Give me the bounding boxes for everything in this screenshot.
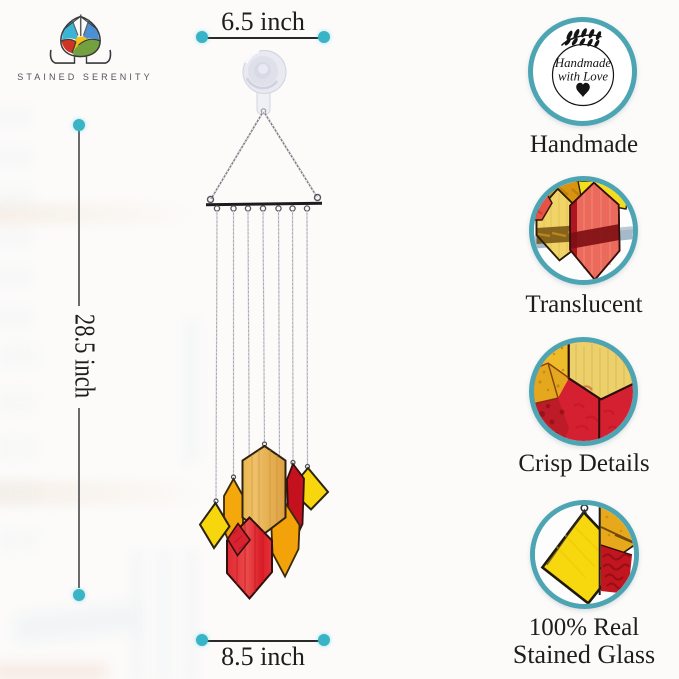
- svg-text:with Love: with Love: [558, 70, 608, 84]
- svg-text:Handmade: Handmade: [554, 56, 611, 70]
